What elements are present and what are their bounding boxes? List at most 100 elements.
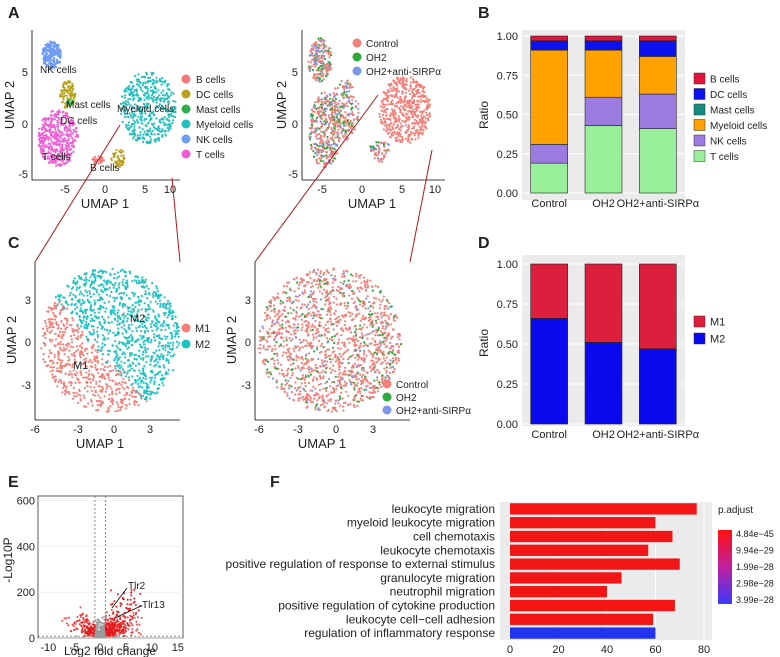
umap-point-m2 xyxy=(121,281,123,283)
umap-point-m2 xyxy=(134,306,136,308)
umap-point-control xyxy=(380,105,382,107)
umap-point-m2 xyxy=(134,279,136,281)
umap-point-m2 xyxy=(117,309,119,311)
umap-point-m2 xyxy=(113,359,115,361)
umap-point-control xyxy=(357,112,359,114)
umap-point-control xyxy=(398,120,400,122)
umap-point-oh2 xyxy=(321,334,323,336)
umap-point-control xyxy=(320,157,322,159)
umap-point-t xyxy=(54,118,56,120)
legend-oh2: OH2 xyxy=(366,53,387,64)
umap-point-m2 xyxy=(144,302,146,304)
umap-point-m1 xyxy=(67,360,69,362)
umap-point-control xyxy=(412,110,414,112)
umap-point-m2 xyxy=(84,324,86,326)
umap-point-control xyxy=(320,135,322,137)
umap-point-m1 xyxy=(80,374,82,376)
umap-point-control xyxy=(363,351,365,353)
umap-point-control xyxy=(338,368,340,370)
umap-point-control xyxy=(354,363,356,365)
umap-point-m1 xyxy=(99,380,101,382)
umap-point-m2 xyxy=(114,319,116,321)
umap-point-oh2 xyxy=(320,160,322,162)
umap-point-control xyxy=(344,305,346,307)
umap-point-control xyxy=(399,96,401,98)
umap-point-myeloid xyxy=(141,116,143,118)
umap-point-m2 xyxy=(142,354,144,356)
umap-point-m2 xyxy=(82,299,84,301)
umap-point-control xyxy=(353,406,355,408)
umap-point-myeloid xyxy=(130,133,132,135)
umap-point-m2 xyxy=(165,338,167,340)
umap-point-m1 xyxy=(80,344,82,346)
umap-point-oh2 xyxy=(291,369,293,371)
umap-point-myeloid xyxy=(149,142,151,144)
umap-point-oh2 xyxy=(275,341,277,343)
umap-point-m2 xyxy=(123,270,125,272)
umap-point-myeloid xyxy=(167,94,169,96)
umap-point-m1 xyxy=(118,373,120,375)
umap-point-m1 xyxy=(61,391,63,393)
umap-point-oh2-anti xyxy=(314,143,316,145)
umap-point-oh2-anti xyxy=(319,120,321,122)
umap-point-oh2-anti xyxy=(276,321,278,323)
chartB-legend-swatch xyxy=(694,73,705,84)
umap-point-t xyxy=(54,133,56,135)
umap-point-dc xyxy=(121,163,123,165)
umap-point-m2 xyxy=(117,317,119,319)
umap-c-xtick-3: 3 xyxy=(147,424,153,436)
umap-point-m1 xyxy=(60,341,62,343)
umap-point-control xyxy=(321,111,323,113)
umap-point-control xyxy=(377,286,379,288)
umap-point-control xyxy=(351,99,353,101)
umap-point-m1 xyxy=(80,398,82,400)
umap-point-control xyxy=(320,270,322,272)
umap-point-m1 xyxy=(91,351,93,353)
umap-point-control xyxy=(393,124,395,126)
umap-point-control xyxy=(357,359,359,361)
umap-point-control xyxy=(345,124,347,126)
umap-point-m2 xyxy=(114,273,116,275)
umap-point-m2 xyxy=(123,328,125,330)
umap-point-control xyxy=(286,344,288,346)
umap-point-m1 xyxy=(51,373,53,375)
umap-point-oh2 xyxy=(328,61,330,63)
umap-point-control xyxy=(341,276,343,278)
umap-point-m1 xyxy=(69,364,71,366)
legend-control-marker xyxy=(353,39,362,48)
umap-point-control xyxy=(326,292,328,294)
umap-point-m2 xyxy=(122,304,124,306)
legend-mast-cells-marker xyxy=(182,105,191,114)
umap-point-myeloid xyxy=(151,74,153,76)
umap-point-control xyxy=(307,303,309,305)
umap-point-m2 xyxy=(155,359,157,361)
umap-point-m2 xyxy=(141,386,143,388)
umap-point-myeloid xyxy=(171,91,173,93)
umap-point-t xyxy=(50,138,52,140)
umap-point-m2 xyxy=(164,347,166,349)
umap-point-control xyxy=(335,410,337,412)
umap-point-m2 xyxy=(104,311,106,313)
umap-point-control xyxy=(324,64,326,66)
umap-point-control xyxy=(269,335,271,337)
umap-point-control xyxy=(398,107,400,109)
cluster-label-nk: NK cells xyxy=(40,65,77,76)
umap-a-celltype: 5 0 -5 -5 0 5 10 UMAP 1 UMAP 2 NK cells … xyxy=(2,30,253,211)
umap-point-m2 xyxy=(137,375,139,377)
umap-point-m2 xyxy=(140,379,142,381)
legend-t-cells: T cells xyxy=(196,150,225,161)
umap-point-m2 xyxy=(150,323,152,325)
umap-point-myeloid xyxy=(143,137,145,139)
umap-point-control xyxy=(310,50,312,52)
umap-point-control xyxy=(395,102,397,104)
umap-point-m2 xyxy=(169,342,171,344)
umap-point-oh2 xyxy=(383,337,385,339)
umap-point-m1 xyxy=(42,358,44,360)
umap-point-m2 xyxy=(176,346,178,348)
umap-point-m1 xyxy=(123,388,125,390)
umap-point-control xyxy=(390,112,392,114)
umap-point-m1 xyxy=(61,337,63,339)
umap-point-oh2-anti xyxy=(336,144,338,146)
umap-point-control xyxy=(319,60,321,62)
umap-point-m2 xyxy=(65,301,67,303)
